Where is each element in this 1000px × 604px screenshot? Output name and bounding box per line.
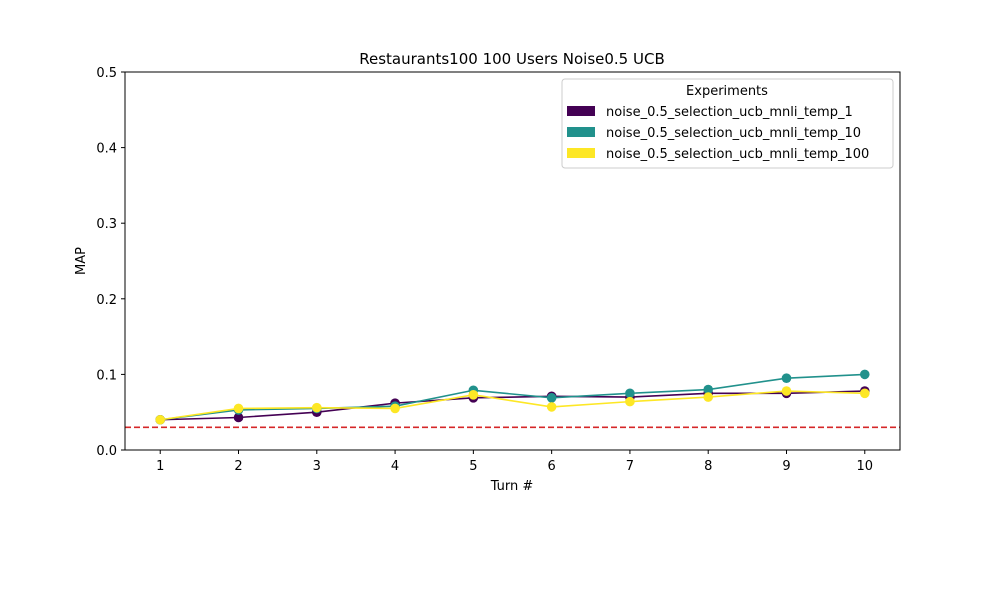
chart-title: Restaurants100 100 Users Noise0.5 UCB bbox=[359, 50, 664, 68]
data-point bbox=[468, 390, 479, 400]
data-point bbox=[311, 402, 322, 413]
plot-frame bbox=[124, 71, 901, 451]
x-tick-label: 3 bbox=[313, 459, 321, 474]
data-point bbox=[781, 373, 792, 383]
data-point bbox=[703, 392, 714, 402]
series-line bbox=[160, 390, 865, 421]
x-tick-label: 10 bbox=[856, 459, 873, 474]
data-point bbox=[625, 396, 635, 407]
x-tick-label: 2 bbox=[234, 459, 242, 474]
legend-swatch bbox=[567, 106, 595, 116]
data-point bbox=[859, 369, 870, 380]
legend: Experiments noise_0.5_selection_ucb_mnli… bbox=[561, 78, 894, 169]
x-axis: 1 2 3 4 5 6 7 8 9 10 bbox=[156, 450, 873, 474]
y-tick-label: 0.2 bbox=[96, 293, 117, 308]
y-tick-label: 0.4 bbox=[96, 142, 117, 157]
x-tick-label: 7 bbox=[626, 459, 634, 474]
y-tick-label: 0.0 bbox=[96, 444, 117, 459]
data-point bbox=[233, 403, 244, 414]
legend-label: noise_0.5_selection_ucb_mnli_temp_10 bbox=[606, 126, 861, 141]
y-tick-label: 0.1 bbox=[96, 368, 117, 383]
data-point bbox=[625, 388, 635, 399]
x-tick-label: 8 bbox=[704, 459, 712, 474]
legend-label: noise_0.5_selection_ucb_mnli_temp_100 bbox=[606, 147, 869, 162]
series-line bbox=[160, 390, 865, 421]
x-tick-label: 9 bbox=[782, 459, 790, 474]
data-point bbox=[390, 403, 400, 414]
series-1 bbox=[155, 386, 870, 425]
y-tick-label: 0.3 bbox=[96, 217, 117, 232]
data-point bbox=[781, 386, 792, 396]
legend-swatch bbox=[567, 127, 595, 137]
legend-entries: noise_0.5_selection_ucb_mnli_temp_1noise… bbox=[567, 105, 869, 162]
x-tick-label: 6 bbox=[548, 459, 556, 474]
y-axis-label: MAP bbox=[74, 247, 89, 275]
legend-swatch bbox=[567, 148, 595, 158]
y-tick-label: 0.5 bbox=[96, 66, 117, 81]
x-axis-label: Turn # bbox=[490, 479, 534, 494]
data-point bbox=[703, 384, 714, 395]
legend-frame bbox=[561, 78, 894, 169]
legend-label: noise_0.5_selection_ucb_mnli_temp_1 bbox=[606, 105, 853, 120]
series-layer bbox=[155, 369, 870, 425]
series-line bbox=[160, 373, 865, 421]
data-point bbox=[546, 393, 557, 403]
data-point bbox=[859, 388, 870, 399]
legend-title: Experiments bbox=[686, 84, 768, 99]
data-point bbox=[546, 402, 557, 412]
series-3 bbox=[155, 386, 870, 425]
x-tick-label: 5 bbox=[469, 459, 477, 474]
y-axis: 0.0 0.1 0.2 0.3 0.4 0.5 bbox=[96, 66, 125, 459]
data-point bbox=[155, 414, 166, 425]
data-point bbox=[233, 412, 244, 423]
x-tick-label: 1 bbox=[156, 459, 164, 474]
x-tick-label: 4 bbox=[391, 459, 399, 474]
